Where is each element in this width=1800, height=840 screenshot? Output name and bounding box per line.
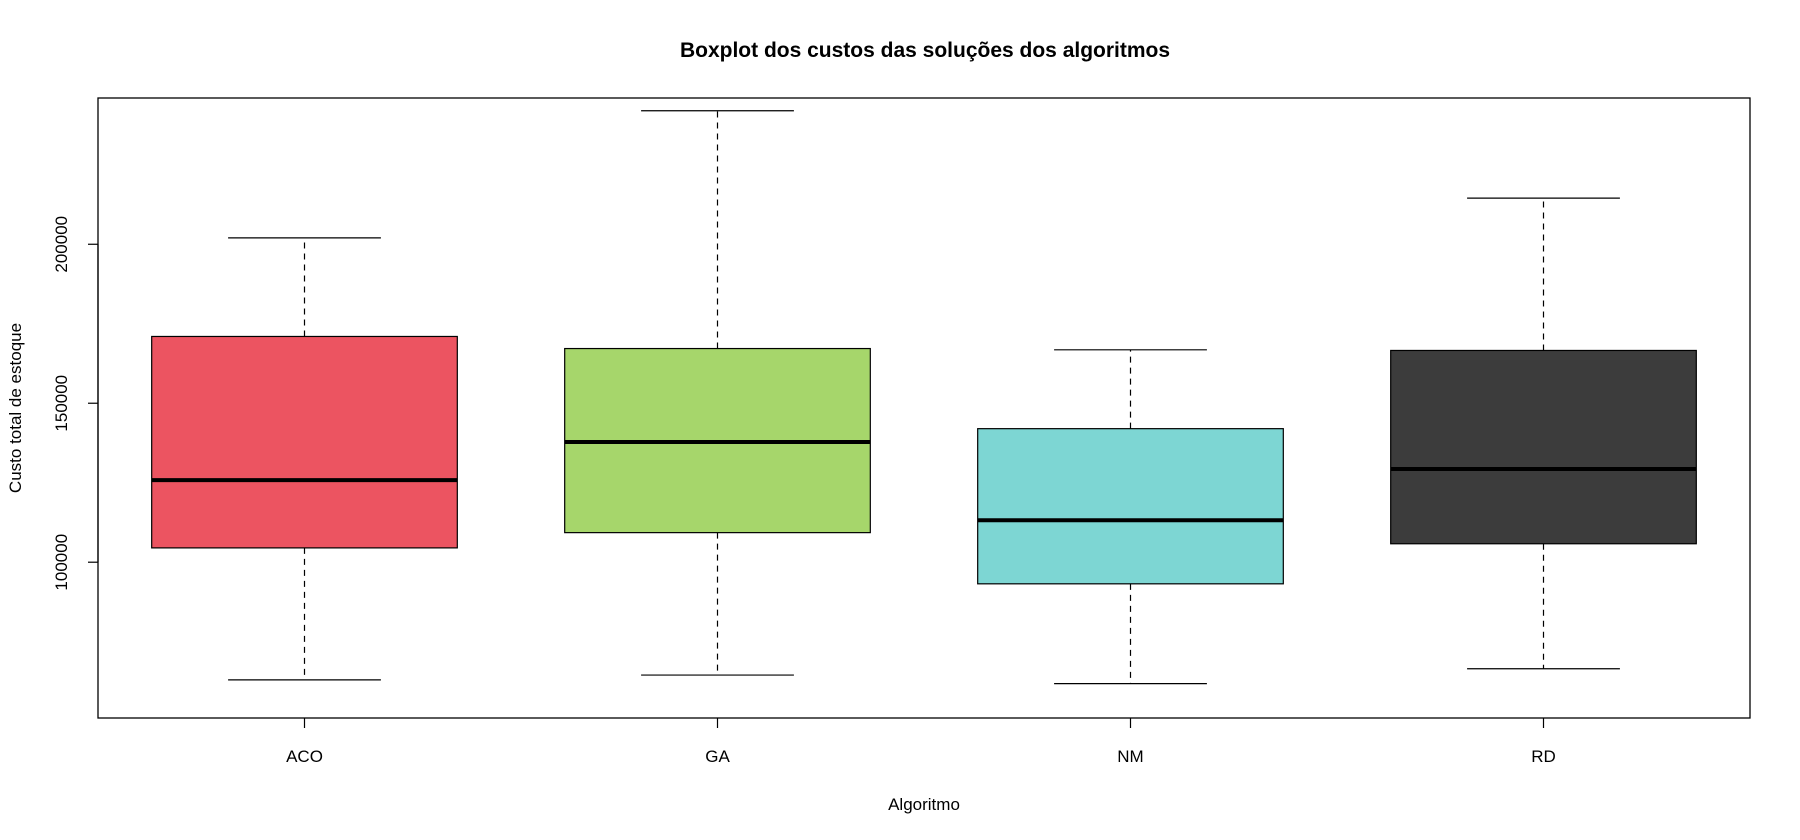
box-ga bbox=[564, 110, 871, 676]
y-axis-label: Custo total de estoque bbox=[6, 323, 25, 493]
box-rd bbox=[1390, 197, 1697, 670]
x-tick-label: GA bbox=[705, 747, 730, 766]
iqr-box bbox=[151, 335, 458, 549]
x-axis: ACO GA NM RD bbox=[286, 718, 1556, 766]
box-aco bbox=[151, 237, 458, 681]
x-tick-label: ACO bbox=[286, 747, 323, 766]
x-tick-label: RD bbox=[1531, 747, 1556, 766]
y-tick-label: 150000 bbox=[52, 375, 71, 432]
y-axis: 100000 150000 200000 bbox=[52, 216, 99, 591]
y-tick-label: 100000 bbox=[52, 534, 71, 591]
iqr-box bbox=[1390, 349, 1697, 545]
iqr-box bbox=[977, 428, 1284, 585]
boxes bbox=[151, 110, 1697, 685]
x-axis-label: Algoritmo bbox=[888, 795, 960, 814]
y-tick-label: 200000 bbox=[52, 216, 71, 273]
box-nm bbox=[977, 349, 1284, 685]
x-tick-label: NM bbox=[1117, 747, 1143, 766]
chart-title: Boxplot dos custos das soluções dos algo… bbox=[680, 39, 1170, 62]
